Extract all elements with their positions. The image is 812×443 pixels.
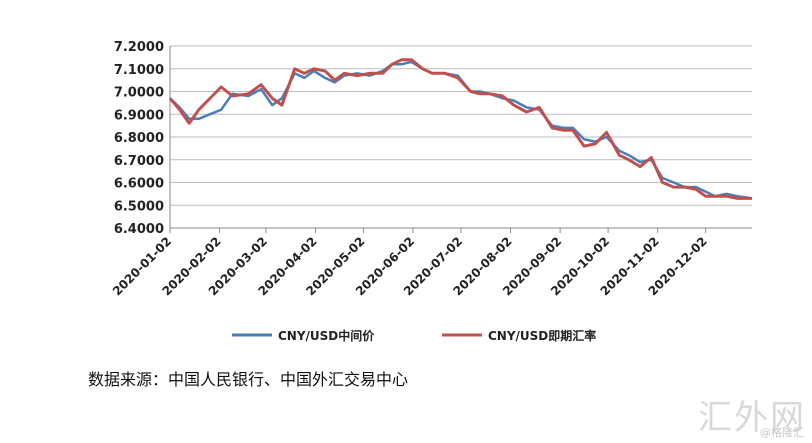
y-tick-label: 6.8000 — [114, 131, 164, 146]
y-axis: 6.4000 6.5000 6.6000 6.7000 6.8000 6.9000 7.00… — [114, 40, 171, 237]
y-tick-label: 6.5000 — [114, 199, 164, 214]
exchange-rate-chart: 6.4000 6.5000 6.6000 6.7000 6.8000 6.9000 7.00… — [110, 40, 753, 343]
y-tick-label: 7.0000 — [114, 86, 164, 101]
x-axis: 2020-01-022020-02-022020-03-022020-04-02… — [110, 227, 752, 298]
legend-label-1: CNY/USD中间价 — [278, 328, 375, 343]
source-note: 数据来源：中国人民银行、中国外汇交易中心 — [88, 370, 409, 389]
legend-label-2: CNY/USD即期汇率 — [488, 328, 596, 343]
watermark-small: @格隆汇 — [760, 426, 804, 439]
y-tick-label: 7.1000 — [114, 63, 164, 78]
grid-lines — [170, 45, 752, 229]
y-tick-label: 6.7000 — [114, 154, 164, 169]
y-tick-label: 6.9000 — [114, 108, 164, 123]
y-tick-label: 6.4000 — [114, 222, 164, 237]
y-tick-label: 6.6000 — [114, 177, 164, 192]
series-line-2 — [168, 58, 752, 200]
series-lines — [168, 58, 753, 200]
legend: CNY/USD中间价 CNY/USD即期汇率 — [232, 328, 596, 343]
watermark-logo: 汇外网 — [698, 398, 806, 438]
y-tick-label: 7.2000 — [114, 40, 164, 55]
